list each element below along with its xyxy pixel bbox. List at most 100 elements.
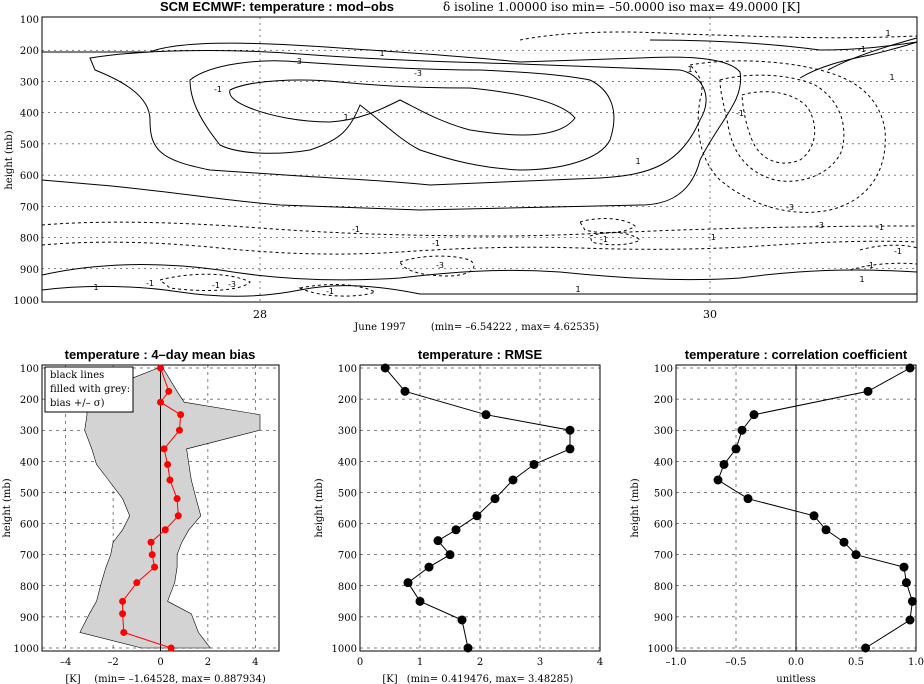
contour-value-label: 1 — [575, 285, 580, 294]
bias-data-point — [167, 644, 175, 652]
contour-subtitle: δ isoline 1.00000 iso min= –50.0000 iso … — [443, 0, 800, 14]
rmse-data-point — [472, 511, 482, 521]
rmse-y-tick-label: 900 — [338, 613, 357, 624]
bias-std-band — [79, 367, 261, 649]
bias-y-tick-label: 200 — [20, 395, 39, 406]
rmse-data-point — [481, 410, 491, 420]
contour-y-tick-label: 700 — [20, 202, 39, 213]
contour-y-tick-label: 500 — [20, 140, 39, 151]
contour-value-label: 1 — [687, 65, 692, 74]
rmse-data-point — [529, 459, 539, 469]
corr-y-tick-label: 600 — [654, 520, 673, 531]
contour-range-note: (min= –6.54222 , max= 4.62535) — [431, 322, 599, 333]
rmse-y-tick-label: 800 — [338, 582, 357, 593]
corr-x-tick-label: 0.5 — [848, 657, 864, 668]
bias-data-point — [148, 551, 156, 559]
corr-data-point — [821, 525, 831, 535]
bias-data-point — [120, 628, 128, 636]
bias-data-point — [157, 364, 164, 372]
bias-y-tick-label: 1000 — [14, 644, 39, 655]
contour-y-tick-label: 200 — [20, 46, 39, 57]
contour-value-label: -1 — [326, 287, 334, 296]
contour-x-label: June 1997 — [353, 322, 405, 333]
contour-y-label: height (mb) — [4, 130, 15, 189]
rmse-data-point — [400, 386, 410, 396]
rmse-y-tick-label: 100 — [338, 364, 357, 375]
contour-value-label: 1 — [343, 113, 348, 122]
contour-value-label: 1 — [379, 49, 384, 58]
bias-x-tick-label: 2 — [205, 657, 211, 668]
corr-x-tick-label: –0.5 — [726, 657, 747, 668]
bias-y-tick-label: 600 — [20, 520, 39, 531]
rmse-data-point — [463, 643, 473, 653]
corr-data-point — [737, 425, 747, 435]
contour-title: SCM ECMWF: temperature : mod–obs — [160, 0, 394, 14]
bias-legend: black lines filled with grey: bias +/– σ… — [44, 366, 134, 413]
corr-data-point — [749, 410, 759, 420]
corr-y-tick-label: 700 — [654, 551, 673, 562]
corr-content: 100 200 300 400 500 600 700 800 900 1000 –1.0 –0.5 0… — [648, 363, 924, 668]
bias-legend-line3: bias +/– σ) — [50, 398, 105, 409]
rmse-x-tick-label: 1 — [417, 657, 423, 668]
corr-data-point — [863, 386, 873, 396]
bias-x-tick-label: –2 — [107, 657, 118, 668]
contour-value-label: 1 — [635, 157, 640, 166]
rmse-data-point — [451, 525, 461, 535]
bias-y-tick-label: 300 — [20, 426, 39, 437]
corr-y-tick-label: 900 — [654, 613, 673, 624]
bias-y-tick-label: 500 — [20, 488, 39, 499]
rmse-data-point — [380, 363, 390, 373]
corr-x-tick-label: –1.0 — [666, 657, 687, 668]
rmse-title: temperature : RMSE — [418, 347, 543, 362]
corr-y-tick-label: 300 — [654, 426, 673, 437]
bias-data-point — [165, 387, 173, 395]
corr-data-point — [905, 615, 915, 625]
corr-title: temperature : correlation coefficient — [685, 347, 908, 362]
contour-value-label: -1 — [876, 223, 884, 232]
contour-lines-dashed — [41, 31, 918, 297]
bias-panel: temperature : 4–day mean bias 100 200 300 4… — [2, 347, 280, 684]
corr-data-point — [839, 537, 849, 547]
bias-data-point — [147, 538, 155, 546]
contour-value-label: -3 — [436, 261, 444, 270]
corr-y-label: height (mb) — [630, 478, 641, 537]
contour-y-ticks: 100 200 300 400 500 600 700 800 900 1000 — [14, 15, 39, 307]
contour-value-label: -1 — [212, 281, 220, 290]
bias-data-point — [173, 495, 181, 503]
corr-data-point — [719, 459, 729, 469]
contour-y-tick-label: 100 — [20, 15, 39, 26]
bias-y-label: height (mb) — [2, 478, 13, 537]
bias-legend-box — [44, 366, 134, 413]
corr-data-point — [907, 596, 917, 606]
bias-data-point — [133, 579, 141, 587]
rmse-x-tick-label: 0 — [357, 657, 363, 668]
contour-frame — [41, 16, 918, 303]
corr-x-tick-label: 1.0 — [908, 657, 924, 668]
contour-value-label: -1 — [894, 247, 902, 256]
contour-value-label: 1 — [859, 275, 864, 284]
rmse-data-point — [403, 578, 413, 588]
bias-title: temperature : 4–day mean bias — [65, 347, 256, 362]
contour-value-label: 1 — [93, 283, 98, 292]
bias-data-point — [119, 597, 127, 605]
bias-y-tick-label: 900 — [20, 613, 39, 624]
bias-x-tick-label: –4 — [60, 657, 71, 668]
bias-legend-line2: filled with grey: — [50, 384, 130, 395]
corr-y-tick-label: 1000 — [648, 644, 673, 655]
contour-value-label: -1 — [708, 233, 716, 242]
rmse-stats: (min= 0.419476, max= 3.48285) — [407, 674, 574, 684]
contour-y-tick-label: 900 — [20, 265, 39, 276]
contour-value-label: -1 — [432, 239, 440, 248]
rmse-panel: temperature : RMSE 100 200 300 400 500 600 700… — [314, 347, 603, 684]
contour-labels: 1-1-31-311-1-3-1-3-1 -1-1 1-1 -1-3 -1-11-3-1… — [93, 29, 902, 296]
contour-value-label: -3 — [414, 69, 422, 78]
bias-data-point — [119, 610, 127, 618]
corr-data-point — [743, 494, 753, 504]
corr-x-label: unitless — [776, 674, 815, 684]
contour-y-tick-label: 400 — [20, 109, 39, 120]
corr-data-point — [899, 562, 909, 572]
bias-x-tick-label: 0 — [157, 657, 163, 668]
corr-data-point — [851, 550, 861, 560]
bias-legend-line1: black lines — [50, 370, 104, 381]
